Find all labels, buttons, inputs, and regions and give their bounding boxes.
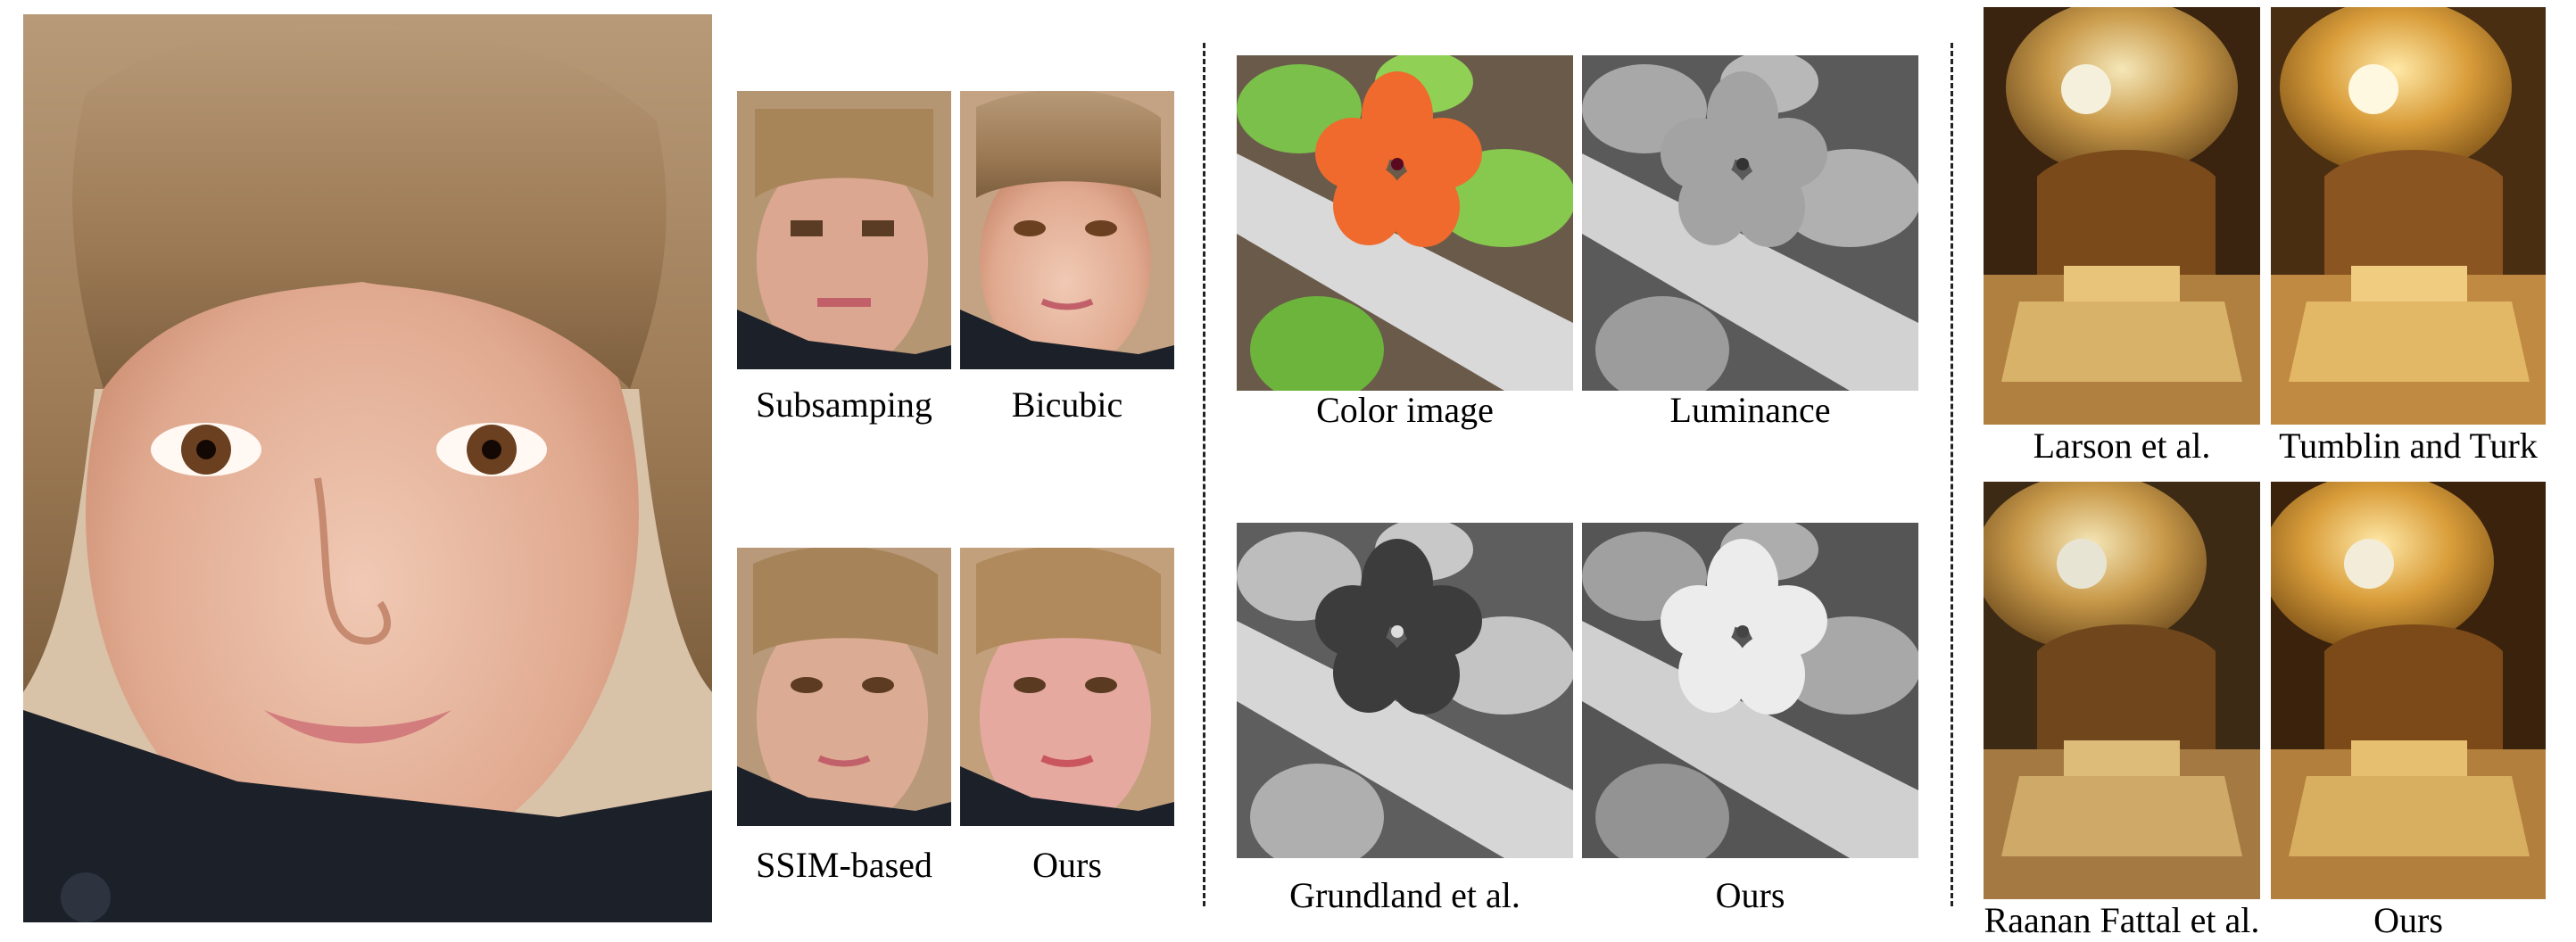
church-tumblin-turk-image — [2271, 7, 2546, 425]
church-ours-image — [2271, 482, 2546, 899]
face-bicubic-image — [960, 91, 1174, 369]
flower-luminance-image — [1582, 55, 1918, 391]
church-larson-image — [1984, 7, 2260, 425]
caption-ssim-based: SSIM-based — [756, 845, 932, 885]
face-ours-image — [960, 548, 1174, 826]
caption-ours-decolor: Ours — [1715, 875, 1785, 915]
separator-right — [1951, 43, 1953, 906]
flower-ours-image — [1582, 523, 1918, 858]
caption-subsampling: Subsamping — [756, 384, 932, 425]
face-subsampling-image — [737, 91, 951, 369]
caption-bicubic: Bicubic — [1011, 384, 1123, 425]
caption-larson: Larson et al. — [2033, 426, 2211, 466]
flower-color-image — [1237, 55, 1573, 391]
caption-luminance: Luminance — [1669, 390, 1831, 430]
church-raanan-fattal-image — [1984, 482, 2260, 899]
separator-left — [1203, 43, 1205, 906]
caption-ours-tonemap: Ours — [2373, 900, 2443, 940]
caption-color-image: Color image — [1316, 390, 1494, 430]
caption-ours-superres: Ours — [1032, 845, 1102, 885]
portrait-original-image — [23, 14, 712, 922]
caption-tumblin-turk: Tumblin and Turk — [2279, 426, 2538, 466]
caption-grundland: Grundland et al. — [1289, 875, 1520, 915]
face-ssim-image — [737, 548, 951, 826]
flower-grundland-image — [1237, 523, 1573, 858]
caption-raanan-fattal: Raanan Fattal et al. — [1984, 900, 2260, 940]
